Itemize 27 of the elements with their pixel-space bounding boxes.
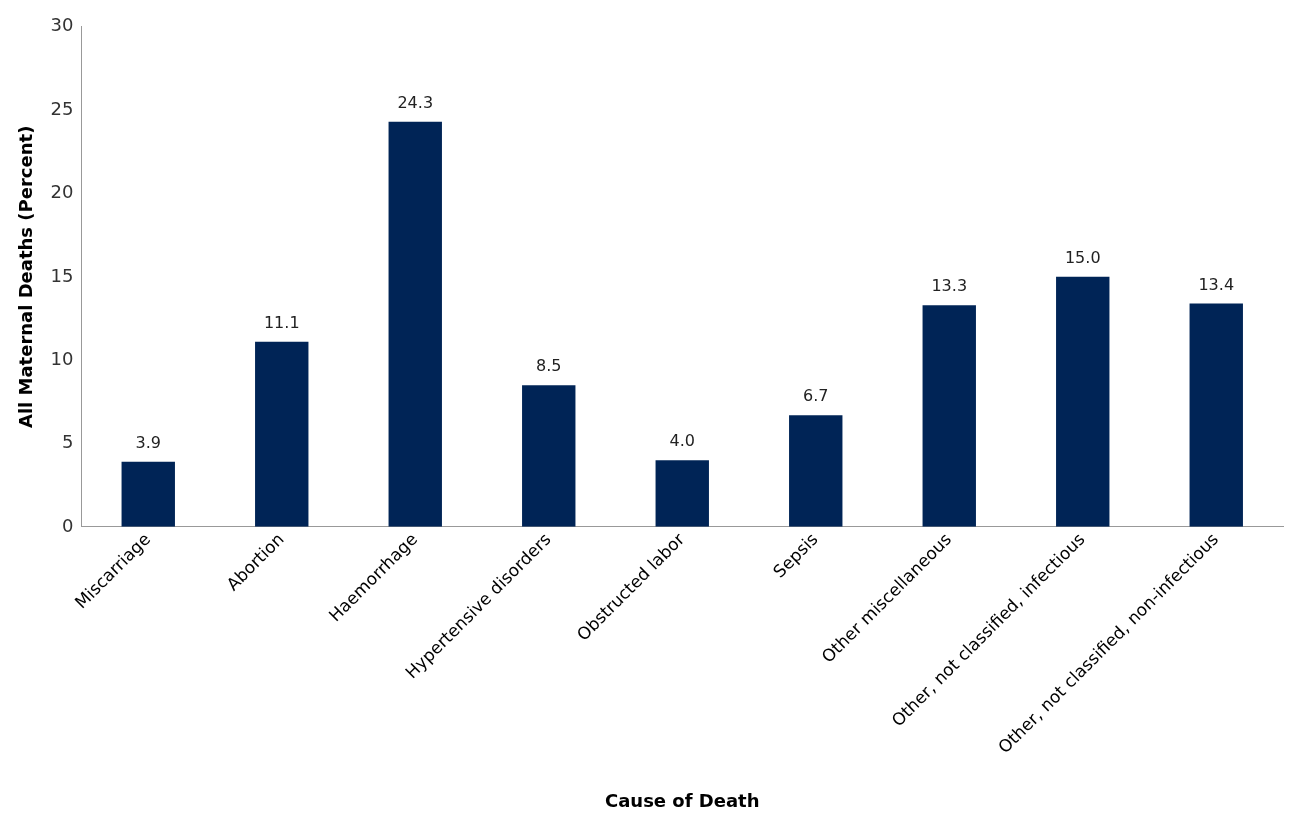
x-axis-title: Cause of Death [604, 789, 760, 811]
data-label: 4.0 [669, 431, 695, 451]
data-label: 13.3 [931, 276, 968, 296]
bar [922, 305, 976, 527]
data-label: 3.9 [135, 433, 161, 453]
y-tick-label: 20 [50, 181, 74, 203]
bar [789, 415, 843, 527]
y-tick-label: 25 [50, 97, 74, 119]
data-label: 15.0 [1064, 247, 1101, 267]
bar [522, 385, 576, 527]
y-tick-label: 10 [50, 347, 74, 369]
y-tick-label: 30 [50, 14, 74, 36]
y-tick-label: 0 [62, 514, 74, 536]
bar [655, 460, 709, 527]
y-tick-label: 5 [62, 431, 74, 453]
bar [255, 341, 309, 527]
data-label: 6.7 [803, 386, 829, 406]
bar [388, 121, 442, 527]
bar [1056, 276, 1110, 527]
bar [1189, 303, 1243, 527]
data-label: 11.1 [263, 312, 300, 332]
y-tick-label: 15 [50, 264, 74, 286]
y-axis-title: All Maternal Deaths (Percent) [15, 125, 37, 429]
data-label: 8.5 [536, 356, 562, 376]
data-label: 24.3 [397, 92, 434, 112]
bar [121, 461, 175, 527]
data-label: 13.4 [1198, 274, 1235, 294]
